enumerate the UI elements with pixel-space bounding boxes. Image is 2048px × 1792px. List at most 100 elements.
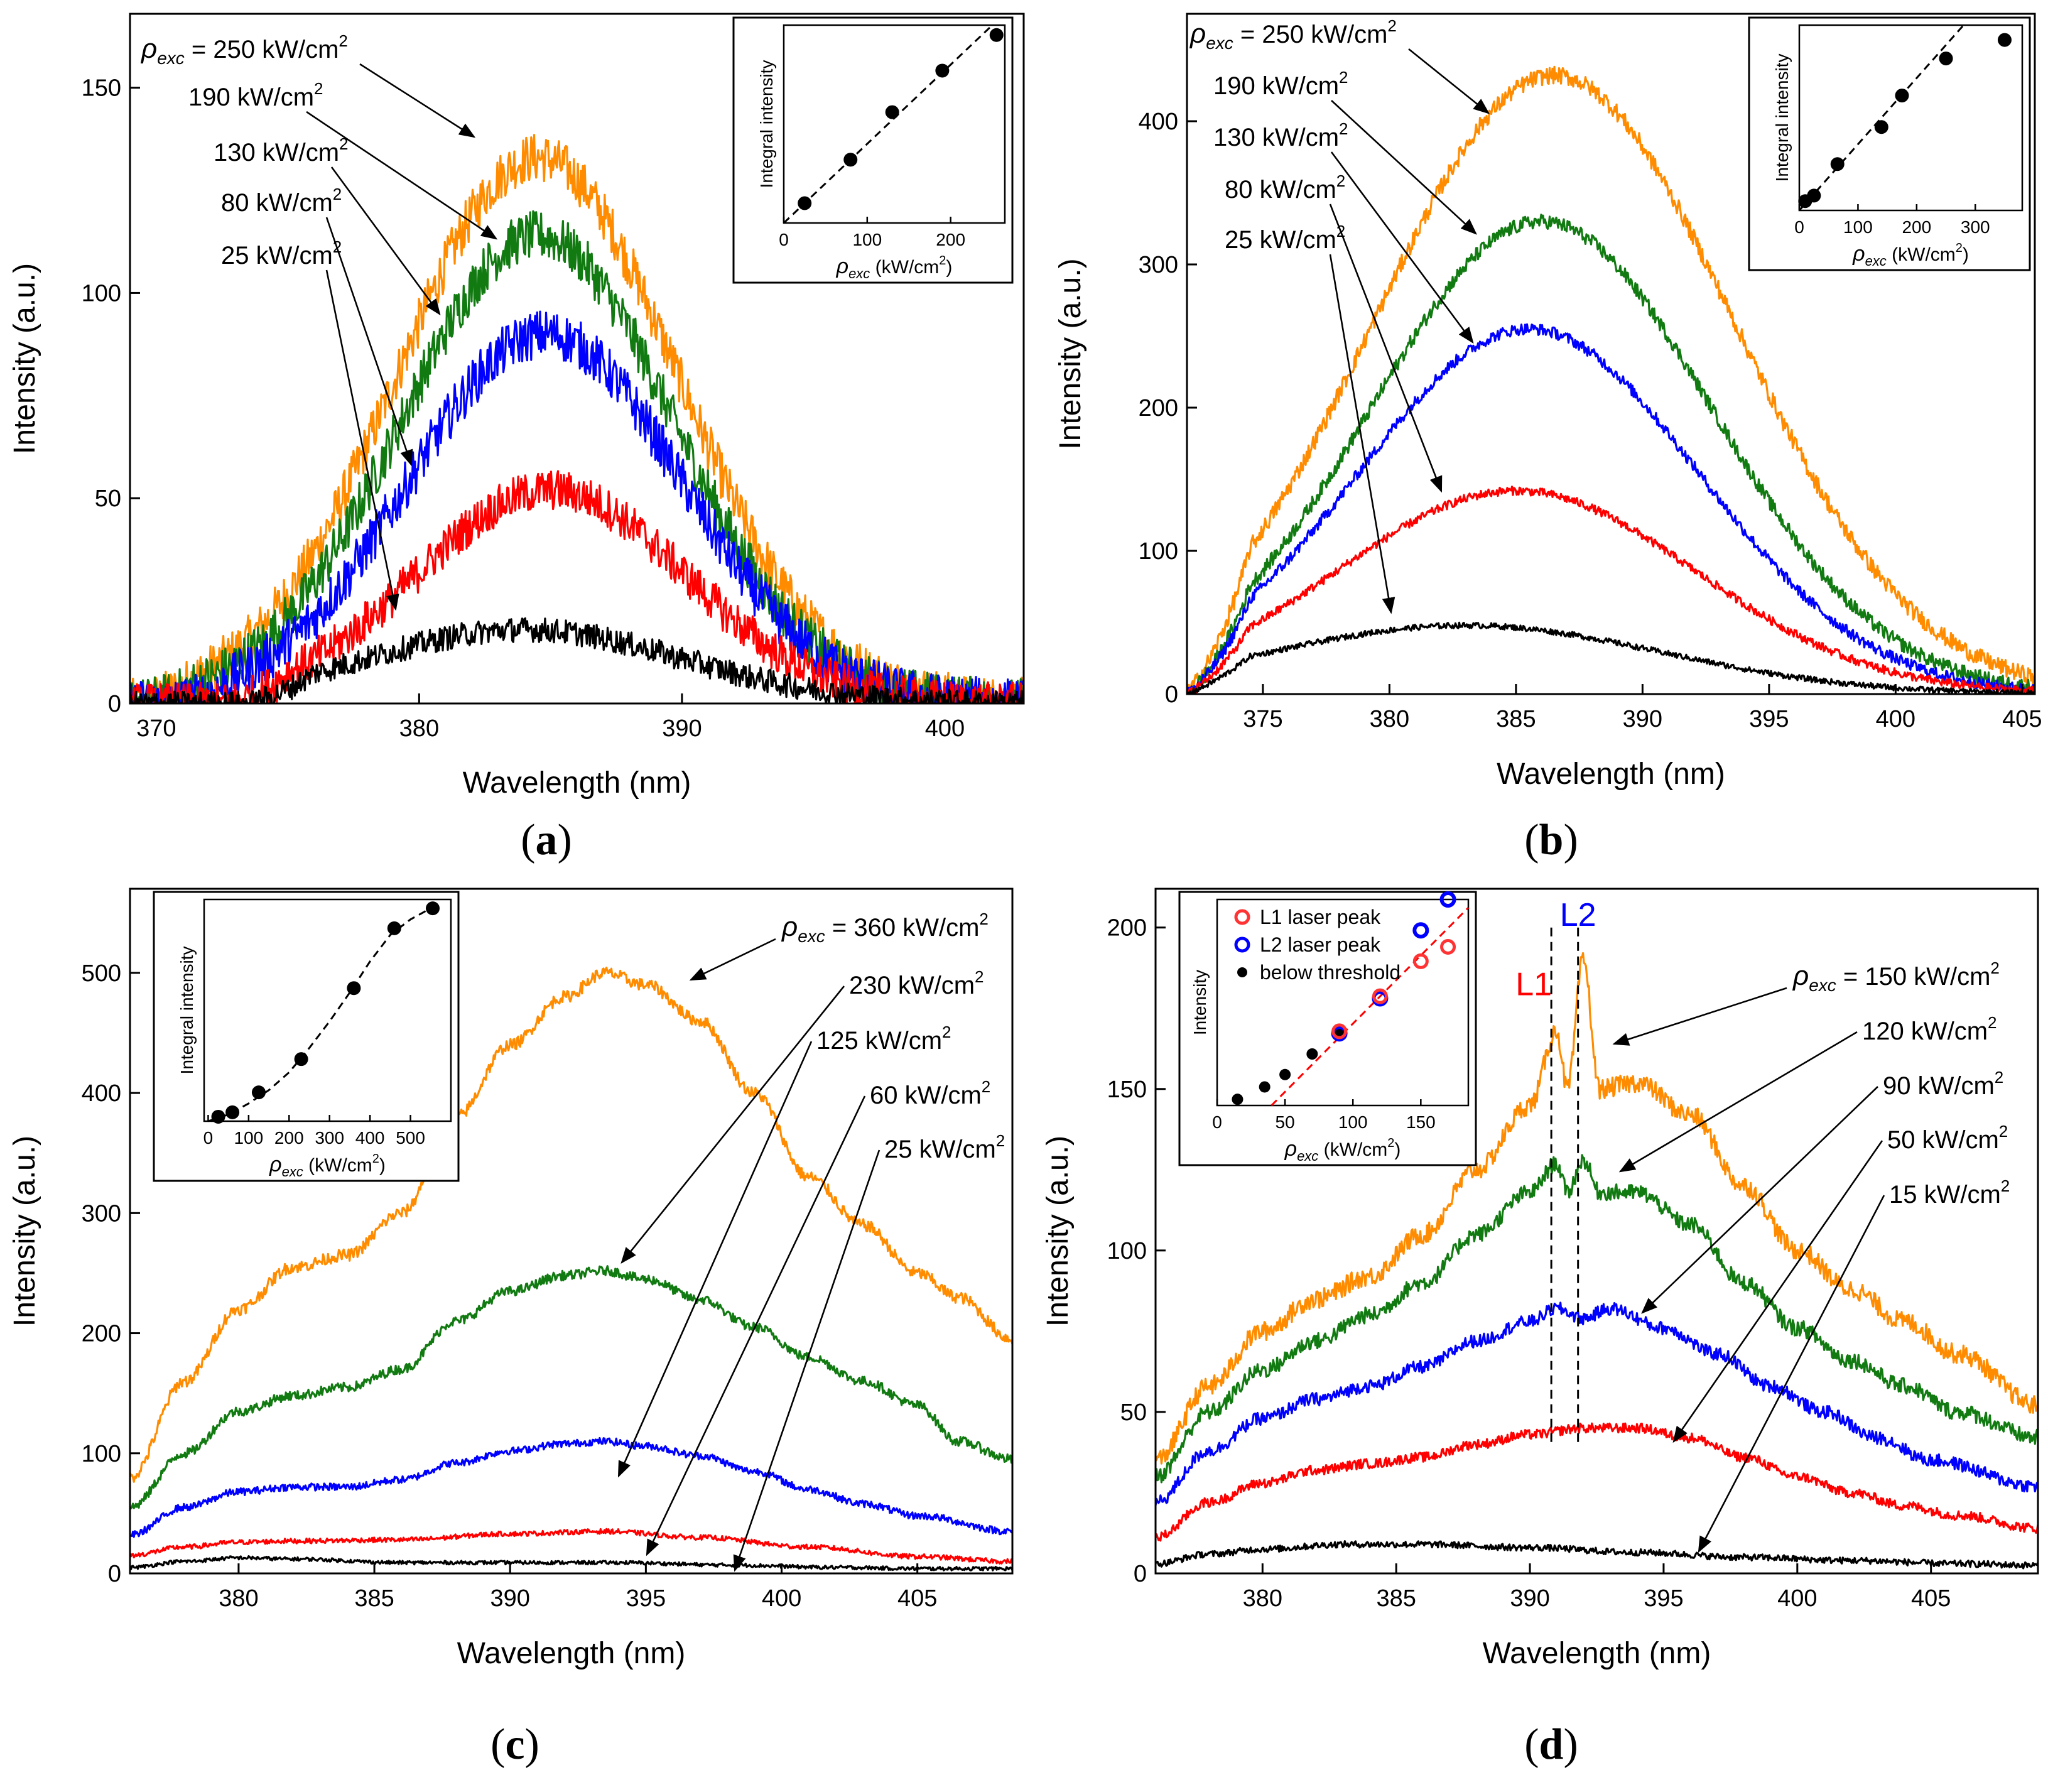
inset-axes (203, 898, 452, 1122)
y-tick-label: 500 (82, 960, 121, 987)
x-tick-label: 390 (662, 715, 702, 742)
x-tick-label: 400 (925, 715, 965, 742)
inset-l1-point (1331, 1023, 1348, 1040)
y-axis-label: Intensity (a.u.) (8, 1136, 41, 1327)
x-tick-label: 385 (1496, 706, 1536, 732)
peak-label-l1: L1 (1515, 967, 1552, 1003)
plot-frame (1154, 888, 2039, 1575)
x-tick-label: 400 (1777, 1585, 1817, 1612)
inset-data-point (843, 153, 858, 167)
inset-data-point (251, 1085, 266, 1100)
x-axis-label: Wavelength (nm) (457, 1637, 686, 1670)
panel-label: (d) (1524, 1720, 1578, 1769)
y-tick-label: 0 (1134, 1561, 1147, 1587)
inset-axes (1798, 24, 2024, 212)
x-tick-label: 405 (1911, 1585, 1951, 1612)
inset-data-point (1807, 188, 1821, 203)
inset: 0 100 200 300 ρexc (kW/cm2) Integral intensit… (1748, 16, 2031, 271)
y-tick-label: 100 (1107, 1238, 1147, 1264)
annotation-arrow (1330, 151, 1474, 344)
panel-c: 380 385 390 395 400 405 0 100 200 300 400 500 Wavele… (8, 888, 1014, 1769)
inset-x-tick-label: 50 (1276, 1112, 1295, 1132)
annotation-arrow (1329, 254, 1395, 614)
plot-frame (129, 13, 1025, 705)
inset-data-point (1895, 89, 1909, 103)
series-line (1156, 952, 2038, 1465)
y-tick-label: 200 (1139, 395, 1178, 421)
x-tick-label: 370 (136, 715, 176, 742)
x-tick-label: 385 (1376, 1585, 1416, 1612)
inset-l1-point (1412, 953, 1429, 969)
annotation-label: 90 kW/cm2 (1883, 1068, 2003, 1100)
panel-a: 370 380 390 400 0 50 100 150 Wavelength (nm) Inte… (8, 13, 1025, 864)
inset-x-tick-label: 300 (315, 1128, 344, 1148)
inset-l2-point (1412, 922, 1429, 939)
inset-x-tick-label: 100 (1338, 1112, 1368, 1132)
x-tick-label: 395 (626, 1585, 666, 1612)
inset-axes (783, 24, 1006, 224)
inset-x-tick-label: 150 (1406, 1112, 1436, 1132)
inset-x-tick-label: 100 (852, 230, 882, 249)
annotation-arrow (325, 269, 399, 611)
y-axis-label: Intensity (a.u.) (1054, 258, 1087, 449)
x-tick-label: 380 (219, 1585, 258, 1612)
annotation-label: 130 kW/cm2 (1213, 119, 1348, 151)
inset-l1-point (1440, 938, 1456, 955)
inset-y-label: Intensity (1190, 970, 1210, 1035)
series-line (130, 617, 1024, 703)
legend-label: L2 laser peak (1260, 933, 1381, 956)
x-tick-label: 405 (2002, 706, 2042, 732)
inset-data-point (1830, 157, 1845, 171)
y-tick-label: 150 (1107, 1077, 1147, 1103)
annotation-arrow (1612, 987, 1787, 1046)
annotation-arrow (733, 1149, 880, 1572)
legend-marker (1237, 967, 1247, 977)
inset-x-tick-label: 100 (1843, 217, 1873, 237)
series-group (1187, 65, 2035, 694)
annotation-label: 80 kW/cm2 (1225, 171, 1345, 204)
inset-fit-line (1271, 907, 1470, 1107)
y-tick-label: 0 (1165, 682, 1178, 708)
series-line (130, 470, 1024, 703)
annotation-label: 125 kW/cm2 (816, 1023, 951, 1055)
y-tick-label: 400 (82, 1080, 121, 1107)
annotation-arrow (689, 938, 776, 981)
series-line (130, 1265, 1012, 1510)
x-axis-label: Wavelength (nm) (1497, 758, 1725, 791)
x-tick-label: 385 (354, 1585, 394, 1612)
y-tick-label: 50 (95, 486, 121, 512)
series-line (1156, 1422, 2038, 1542)
annotation-arrow (325, 217, 413, 467)
series-line (130, 1436, 1012, 1538)
annotation-arrow (1618, 1031, 1858, 1173)
inset-x-tick-label: 200 (274, 1128, 304, 1148)
series-line (1156, 1540, 2038, 1570)
inset-x-tick-label: 0 (779, 230, 789, 249)
series-line (130, 310, 1024, 703)
annotation-label: ρexc = 250 kW/cm2 (140, 31, 348, 68)
series-group (1156, 952, 2038, 1570)
series-line (1187, 65, 2035, 694)
inset-data-point (211, 1109, 225, 1124)
panel-b: 375 380 385 390 395 400 405 0 100 200 300 400 Wavele… (1054, 13, 2042, 864)
inset-below-threshold-point (1259, 1081, 1271, 1093)
inset-below-threshold-point (1279, 1068, 1291, 1080)
inset: 0 100 200 ρexc (kW/cm2) Integral intensity (732, 16, 1014, 284)
inset-x-label: ρexc (kW/cm2) (1852, 241, 1969, 269)
x-tick-label: 390 (1510, 1585, 1549, 1612)
annotation-label: 190 kW/cm2 (1213, 68, 1348, 100)
inset-legend: L1 laser peak L2 laser peak below threshol… (1234, 906, 1401, 984)
y-axis-label: Intensity (a.u.) (1041, 1136, 1075, 1327)
inset-data-point (798, 196, 812, 210)
annotation-label: 230 kW/cm2 (849, 967, 984, 999)
series-line (1156, 1301, 2038, 1506)
annotation-arrow (306, 111, 498, 240)
inset-data-point (294, 1052, 308, 1067)
legend-label: L1 laser peak (1260, 906, 1381, 928)
inset: 0 100 200 300 400 500 ρexc (kW/cm2) Integral in… (153, 891, 460, 1182)
annotation-label: 25 kW/cm2 (1225, 222, 1345, 254)
y-tick-label: 0 (108, 1561, 121, 1587)
inset-x-label: ρexc (kW/cm2) (1284, 1136, 1401, 1164)
series-line (130, 1528, 1012, 1565)
